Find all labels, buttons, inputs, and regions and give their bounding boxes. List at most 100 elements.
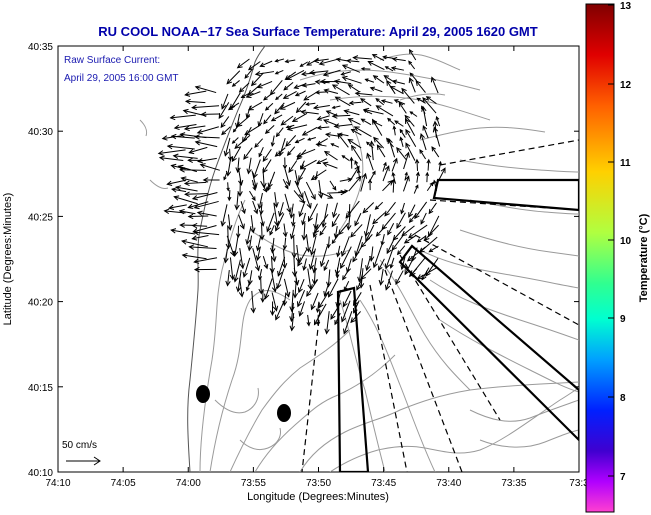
current-arrow bbox=[336, 245, 341, 258]
current-arrow bbox=[422, 125, 429, 139]
current-arrow bbox=[430, 76, 439, 94]
current-arrow bbox=[305, 181, 316, 201]
current-arrow bbox=[331, 202, 338, 219]
current-label: Raw Surface Current: bbox=[64, 55, 160, 66]
current-arrow bbox=[245, 226, 252, 246]
current-arrow bbox=[309, 235, 317, 256]
polygon-southeast bbox=[398, 244, 579, 442]
current-arrow bbox=[402, 175, 410, 192]
current-arrow bbox=[382, 165, 390, 182]
current-arrow bbox=[273, 202, 280, 227]
current-arrow bbox=[166, 143, 195, 150]
current-arrow bbox=[271, 292, 279, 312]
current-arrow bbox=[277, 256, 286, 277]
current-arrow bbox=[390, 66, 405, 71]
current-arrow bbox=[188, 244, 217, 250]
current-arrow bbox=[284, 193, 292, 214]
current-arrow bbox=[335, 267, 340, 279]
current-arrow bbox=[435, 115, 441, 127]
current-arrow bbox=[220, 116, 230, 129]
current-arrow bbox=[408, 48, 417, 61]
current-arrow bbox=[199, 163, 220, 171]
current-arrow bbox=[282, 90, 297, 99]
current-arrow bbox=[378, 268, 384, 286]
current-arrow bbox=[386, 237, 396, 255]
current-arrow bbox=[191, 192, 218, 201]
current-arrow bbox=[380, 99, 393, 104]
current-arrow bbox=[341, 155, 350, 161]
current-arrow bbox=[179, 167, 207, 173]
current-arrow bbox=[285, 135, 297, 147]
current-arrow bbox=[283, 82, 294, 91]
current-arrow bbox=[274, 102, 285, 115]
current-arrow bbox=[169, 114, 196, 121]
current-arrow bbox=[349, 156, 354, 169]
current-arrow bbox=[247, 235, 253, 252]
current-arrow bbox=[280, 115, 294, 126]
current-arrow bbox=[242, 257, 251, 278]
current-arrow bbox=[264, 124, 275, 134]
current-arrow bbox=[298, 301, 306, 317]
current-arrow bbox=[374, 201, 384, 210]
current-arrow bbox=[245, 91, 261, 99]
current-arrow bbox=[239, 248, 245, 270]
current-arrow bbox=[184, 191, 209, 197]
current-arrow bbox=[333, 79, 352, 85]
current-arrow bbox=[399, 136, 404, 147]
colorbar bbox=[585, 3, 615, 513]
current-arrow bbox=[227, 214, 233, 231]
current-arrow bbox=[166, 179, 187, 187]
current-arrow bbox=[300, 109, 319, 115]
current-arrow bbox=[363, 214, 371, 238]
y-tick-label: 40:10 bbox=[28, 468, 53, 479]
current-arrow bbox=[306, 314, 311, 327]
current-arrow bbox=[371, 54, 385, 62]
station-dot bbox=[277, 404, 291, 422]
current-arrow bbox=[329, 180, 337, 191]
x-axis-title: Longitude (Degrees:Minutes) bbox=[247, 491, 389, 503]
current-arrow bbox=[196, 210, 217, 217]
current-arrow bbox=[360, 268, 372, 280]
current-arrow bbox=[348, 100, 362, 106]
current-arrow bbox=[187, 213, 209, 220]
current-arrow bbox=[313, 57, 329, 64]
colorbar-tick-label: 9 bbox=[620, 314, 626, 325]
current-arrow bbox=[408, 224, 428, 239]
current-arrow bbox=[337, 189, 349, 194]
current-arrow bbox=[191, 223, 208, 229]
plot-area bbox=[57, 45, 580, 473]
current-arrow bbox=[270, 114, 283, 122]
current-arrow bbox=[363, 107, 384, 115]
current-arrow bbox=[396, 212, 406, 229]
current-arrow bbox=[384, 201, 396, 217]
current-arrow bbox=[356, 278, 363, 291]
x-tick-label: 74:05 bbox=[111, 478, 136, 489]
current-arrow bbox=[334, 96, 351, 107]
current-arrow bbox=[282, 179, 289, 190]
current-arrow bbox=[409, 111, 418, 117]
colorbar-tick-label: 10 bbox=[620, 236, 632, 247]
current-arrow bbox=[392, 125, 397, 136]
current-arrow bbox=[432, 126, 441, 147]
current-arrow bbox=[274, 58, 285, 63]
current-arrow bbox=[318, 290, 330, 309]
current-arrow bbox=[415, 171, 420, 183]
current-arrow bbox=[260, 180, 268, 193]
polygon-south bbox=[336, 286, 370, 472]
current-arrow bbox=[387, 137, 396, 158]
current-arrow bbox=[227, 102, 240, 111]
current-arrow bbox=[226, 235, 236, 257]
current-arrow bbox=[246, 157, 252, 175]
y-axis: 40:35 40:30 40:25 40:20 40:15 40:10 bbox=[28, 42, 579, 479]
current-arrow bbox=[240, 201, 246, 215]
current-arrow bbox=[403, 151, 410, 170]
current-arrow bbox=[303, 191, 312, 209]
current-arrow bbox=[233, 259, 241, 283]
current-arrow bbox=[284, 59, 296, 64]
current-arrow bbox=[263, 92, 273, 101]
current-arrow bbox=[243, 147, 253, 160]
current-arrow bbox=[288, 160, 298, 173]
current-arrow bbox=[269, 256, 275, 274]
current-arrow bbox=[247, 61, 261, 71]
current-arrow bbox=[307, 137, 316, 141]
